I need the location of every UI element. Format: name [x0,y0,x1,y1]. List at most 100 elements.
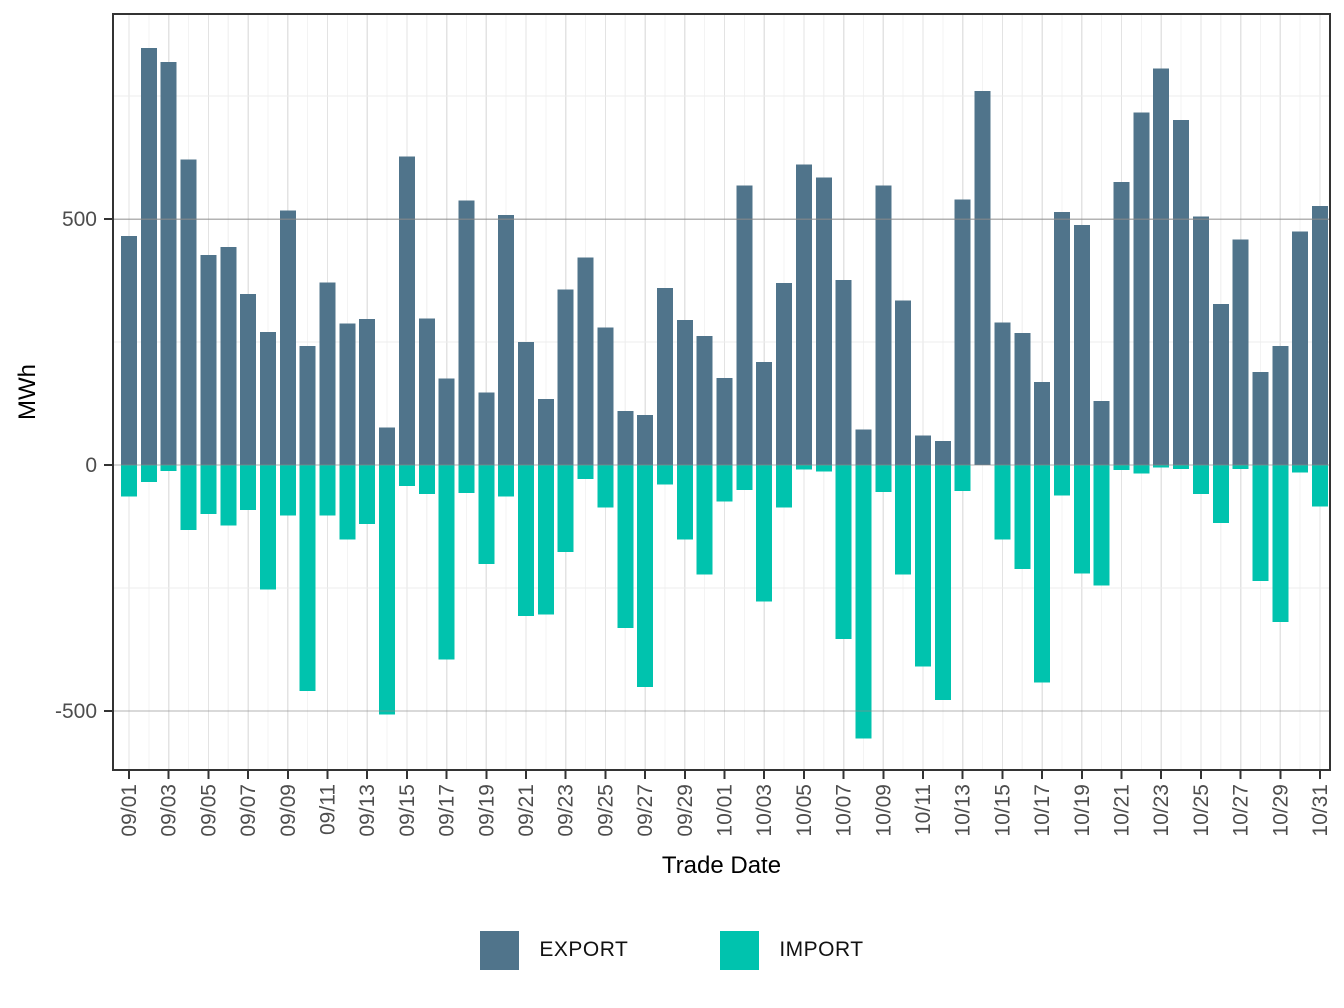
export-bar [656,287,673,466]
x-tick-label: 10/23 [1150,784,1173,837]
x-tick-label: 09/15 [396,784,419,837]
x-tick-label: 09/25 [594,784,617,837]
x-tick-label: 10/17 [1031,784,1054,837]
export-bar [1014,333,1031,466]
export-bar [518,342,534,466]
export-bar [418,318,435,466]
import-bar [1093,465,1110,586]
x-tick-label: 09/11 [317,784,340,835]
export-bar [1292,231,1309,466]
import-bar [200,465,217,515]
import-bar [637,465,654,687]
import-bar [1212,465,1229,524]
x-tick-label: 10/19 [1071,784,1094,837]
import-bar [319,465,336,516]
import-bar [597,465,614,508]
import-bar [1252,465,1269,582]
export-bar [835,280,852,466]
export-bar [1133,112,1150,466]
import-bar [478,465,495,564]
export-bar [339,323,356,466]
export-bar [676,319,693,466]
export-bar [458,200,475,466]
import-bar [855,465,872,739]
x-tick-label: 10/27 [1230,784,1253,837]
export-bar [200,255,217,466]
export-bar [1053,212,1070,466]
import-bar [656,465,673,485]
export-bar [1192,216,1209,466]
import-bar [557,465,574,553]
export-bar [934,440,951,466]
import-bar [140,465,157,482]
export-bar [259,332,276,466]
export-bar [716,377,733,466]
import-bar [577,465,594,479]
import-bar [518,465,534,617]
export-bar [498,215,515,466]
import-bar [1053,465,1070,496]
import-bar [915,465,931,667]
export-bar [795,164,812,466]
export-bar [398,156,415,466]
export-bar [180,159,197,466]
export-bar [994,322,1011,466]
export-bar [359,318,376,466]
import-bar [220,465,237,526]
x-tick-label: 10/31 [1309,784,1332,837]
export-bar [855,429,872,466]
import-bar [359,465,376,525]
import-bar [617,465,634,628]
x-tick-label: 09/01 [118,784,141,837]
export-bar [756,362,773,466]
import-bar [1192,465,1209,495]
export-bar [1034,381,1051,466]
export-bar [140,47,157,466]
x-tick-label: 09/21 [515,784,538,837]
export-bar [1173,120,1190,466]
export-bar [597,327,614,466]
import-bar [934,465,951,701]
y-tick-label: -500 [55,700,97,723]
import-bar [1312,465,1328,507]
import-bar [1292,465,1309,473]
import-bar [696,465,713,575]
x-tick-label: 09/17 [436,784,459,837]
export-bar [974,91,991,466]
import-swatch-icon [720,930,760,970]
import-bar [795,465,812,470]
import-bar [121,465,137,497]
export-bar [121,235,137,466]
export-bar [279,210,296,466]
import-bar [240,465,257,510]
import-bar [1272,465,1289,622]
x-tick-label: 10/07 [833,784,856,837]
import-bar [339,465,356,540]
export-bar [1312,205,1328,466]
export-bar [160,62,177,466]
x-tick-label: 10/05 [793,784,816,837]
export-bar [895,300,912,466]
export-bar [379,427,396,466]
x-tick-label: 10/11 [912,784,935,835]
legend-label-import: IMPORT [779,938,864,961]
export-bar [776,283,793,466]
export-bar [954,199,971,466]
y-tick-label: 0 [85,454,97,477]
export-bar [1252,372,1269,466]
panel-border [112,13,1331,771]
import-bar [438,465,455,660]
export-bar [319,282,336,466]
import-bar [676,465,693,540]
x-tick-label: 09/27 [634,784,657,837]
x-tick-label: 10/29 [1269,784,1292,837]
import-bar [1034,465,1051,683]
x-tick-label: 09/07 [237,784,260,837]
legend-item-import: IMPORT [720,930,864,970]
x-tick-label: 09/03 [158,784,181,837]
export-bar [1113,182,1130,466]
export-bar [617,410,634,466]
export-bar [1272,346,1289,466]
export-bar [1232,239,1249,466]
